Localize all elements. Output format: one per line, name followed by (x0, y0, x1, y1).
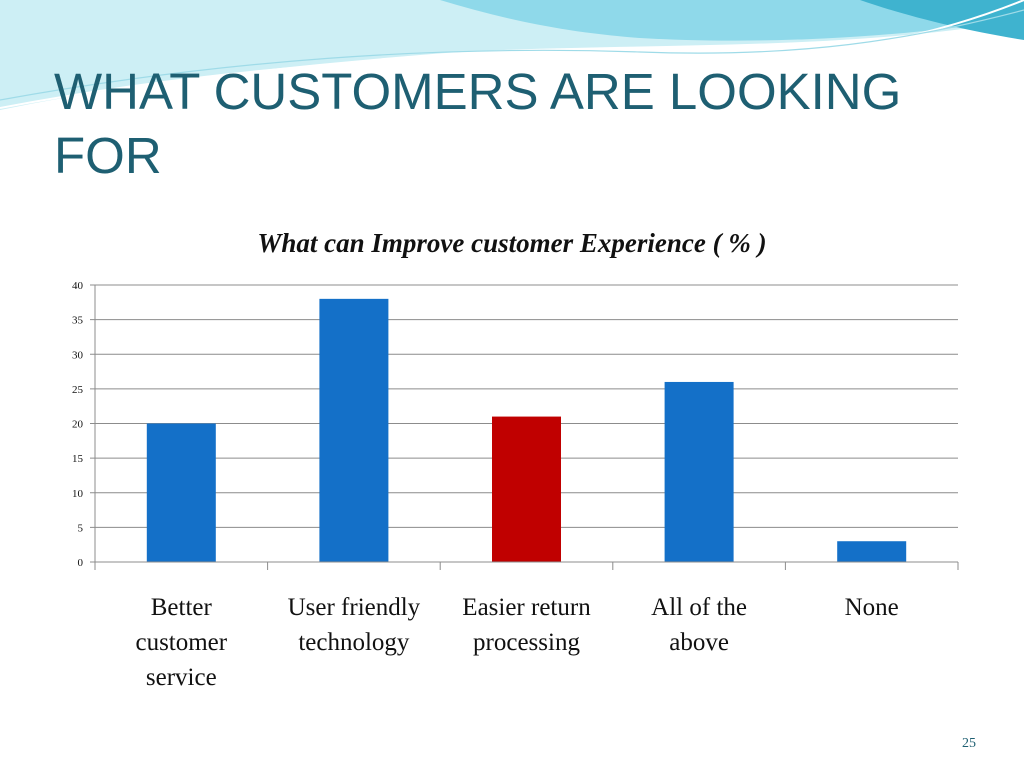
bar-0 (146, 423, 216, 562)
x-category-label: All of the above (651, 594, 747, 656)
x-category-label-line: above (669, 629, 729, 656)
slide-number: 25 (962, 736, 976, 751)
header-wave-decoration (0, 0, 1024, 110)
bar-2 (492, 416, 561, 562)
slide-title: WHAT CUSTOMERS ARE LOOKING FOR (54, 63, 902, 184)
bar-4 (837, 541, 907, 562)
x-category-label: Easier return processing (462, 594, 591, 656)
x-category-label-line: processing (473, 629, 580, 656)
y-tick-label: 15 (72, 453, 84, 465)
y-axis-tick-labels: 0 5 10 15 20 25 30 35 40 (72, 280, 95, 569)
chart-title: What can Improve customer Experience ( %… (257, 228, 767, 258)
y-tick-label: 40 (72, 280, 84, 292)
wave-line-2 (0, 9, 1024, 101)
x-category-label-line: Easier return (462, 594, 591, 621)
x-category-label-line: customer (135, 629, 227, 656)
y-tick-label: 25 (72, 384, 84, 396)
x-category-label-line: None (845, 594, 899, 621)
wave-line (0, 0, 1024, 109)
x-category-label-line: All of the (651, 594, 747, 621)
wave-band-mid (440, 0, 1024, 41)
x-category-label: Better customer service (135, 594, 227, 691)
x-category-label: None (845, 594, 899, 621)
axes (94, 285, 959, 570)
y-tick-label: 10 (72, 488, 84, 500)
x-category-label-line: Better (151, 594, 213, 621)
y-tick-label: 5 (78, 522, 84, 534)
bar-1 (319, 298, 389, 562)
y-tick-label: 20 (72, 419, 84, 431)
bar-3 (664, 381, 734, 562)
x-category-label-line: User friendly (288, 594, 421, 621)
y-tick-label: 0 (78, 557, 84, 569)
x-axis-category-labels: Better customer service User friendly techno… (135, 594, 898, 691)
x-category-label-line: service (146, 664, 217, 691)
y-tick-label: 35 (72, 315, 84, 327)
wave-band-dark (860, 0, 1024, 40)
y-tick-label: 30 (72, 349, 84, 361)
x-category-label: User friendly technology (288, 594, 421, 656)
x-category-label-line: technology (298, 629, 410, 656)
bars (146, 298, 907, 562)
